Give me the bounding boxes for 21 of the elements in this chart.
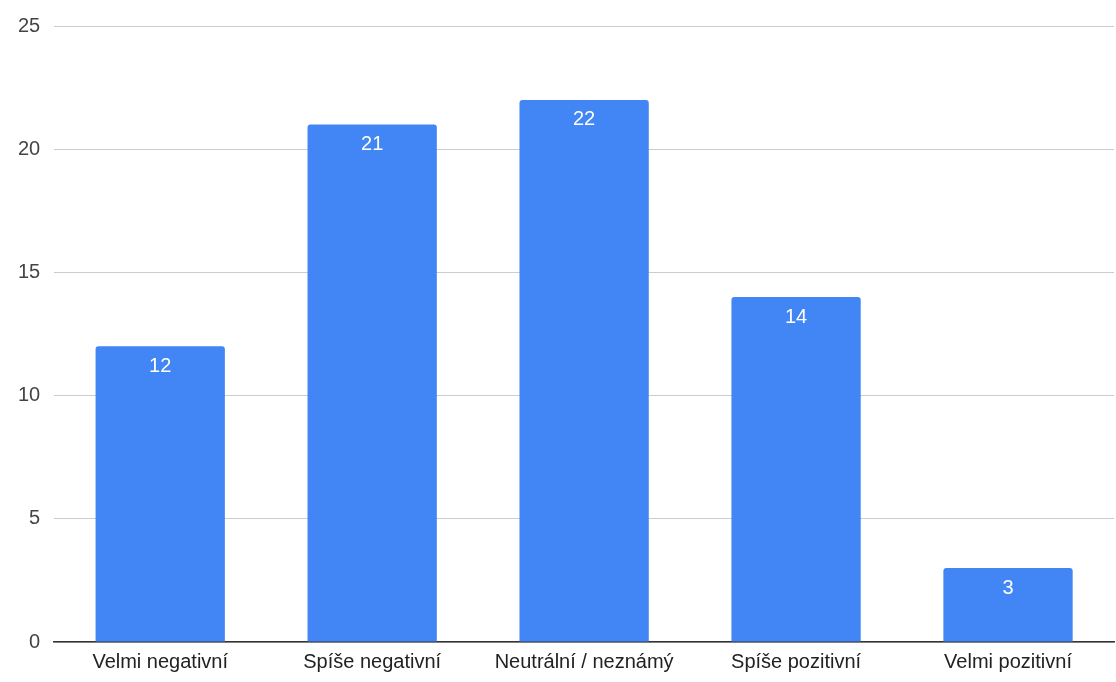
data-label: 3 — [1002, 575, 1014, 598]
data-label: 22 — [573, 107, 596, 130]
x-tick-label: Neutrální / neznámý — [494, 649, 674, 672]
data-label: 21 — [361, 132, 384, 155]
y-tick-label: 5 — [29, 506, 41, 529]
bar — [943, 568, 1073, 642]
bar — [519, 99, 649, 642]
x-tick-label: Velmi pozitivní — [944, 649, 1073, 672]
x-tick-label: Velmi negativní — [92, 649, 229, 672]
bar — [731, 297, 861, 642]
y-tick-label: 15 — [18, 259, 41, 282]
x-tick-label: Spíše negativní — [303, 649, 442, 672]
x-tick-label: Spíše pozitivní — [731, 649, 862, 672]
y-tick-label: 0 — [29, 629, 41, 652]
bar — [95, 346, 225, 642]
y-tick-label: 25 — [18, 13, 41, 36]
data-label: 12 — [149, 353, 172, 376]
y-tick-label: 20 — [18, 136, 41, 159]
data-label: 14 — [784, 304, 808, 327]
bar — [307, 124, 437, 642]
y-tick-label: 10 — [18, 383, 41, 406]
